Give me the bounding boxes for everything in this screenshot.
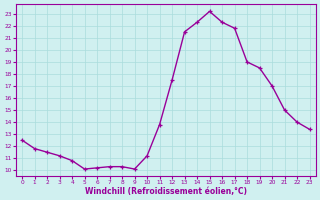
X-axis label: Windchill (Refroidissement éolien,°C): Windchill (Refroidissement éolien,°C)	[85, 187, 247, 196]
